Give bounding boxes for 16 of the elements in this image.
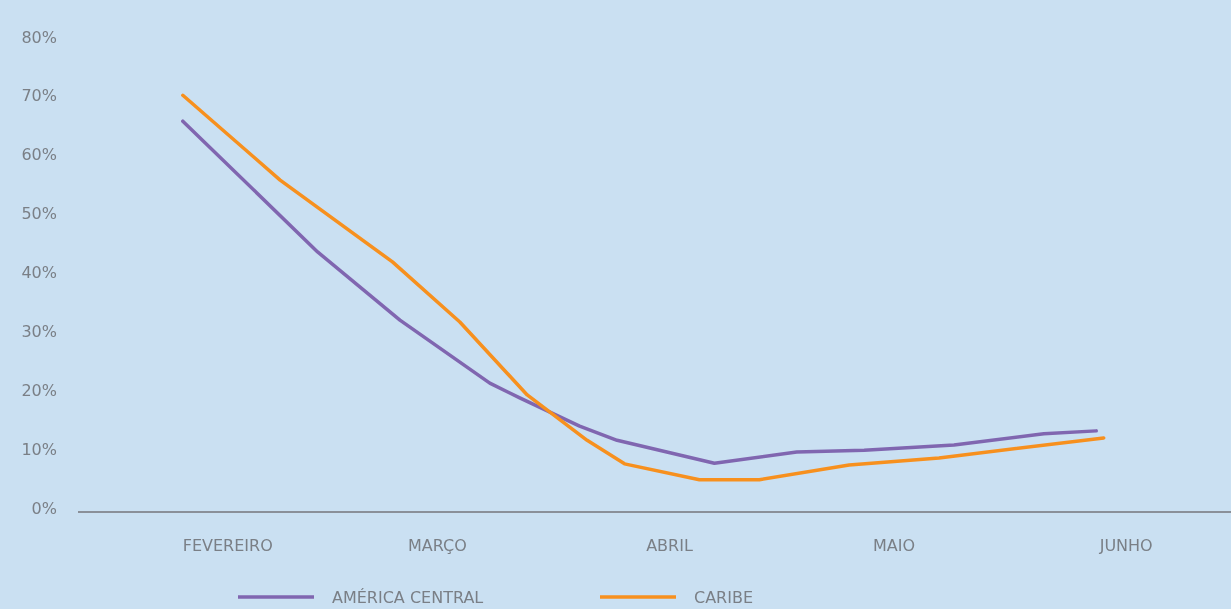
y-tick-label: 20% xyxy=(21,380,57,400)
x-tick-label: FEVEREIRO xyxy=(182,536,273,555)
y-tick-label: 80% xyxy=(21,27,57,47)
x-tick-label: MARÇO xyxy=(407,536,467,555)
x-tick-label: ABRIL xyxy=(646,536,693,555)
y-tick-label: 30% xyxy=(21,321,57,341)
y-tick-label: 60% xyxy=(21,145,57,165)
legend-label: CARIBE xyxy=(694,587,754,607)
y-tick-label: 50% xyxy=(21,204,57,224)
y-tick-label: 0% xyxy=(31,498,57,518)
legend-label: AMÉRICA CENTRAL xyxy=(332,587,484,607)
y-tick-label: 70% xyxy=(21,86,57,106)
y-tick-label: 10% xyxy=(21,439,57,459)
x-tick-label: JUNHO xyxy=(1098,536,1153,555)
y-tick-label: 40% xyxy=(21,263,57,283)
x-tick-label: MAIO xyxy=(873,536,916,555)
